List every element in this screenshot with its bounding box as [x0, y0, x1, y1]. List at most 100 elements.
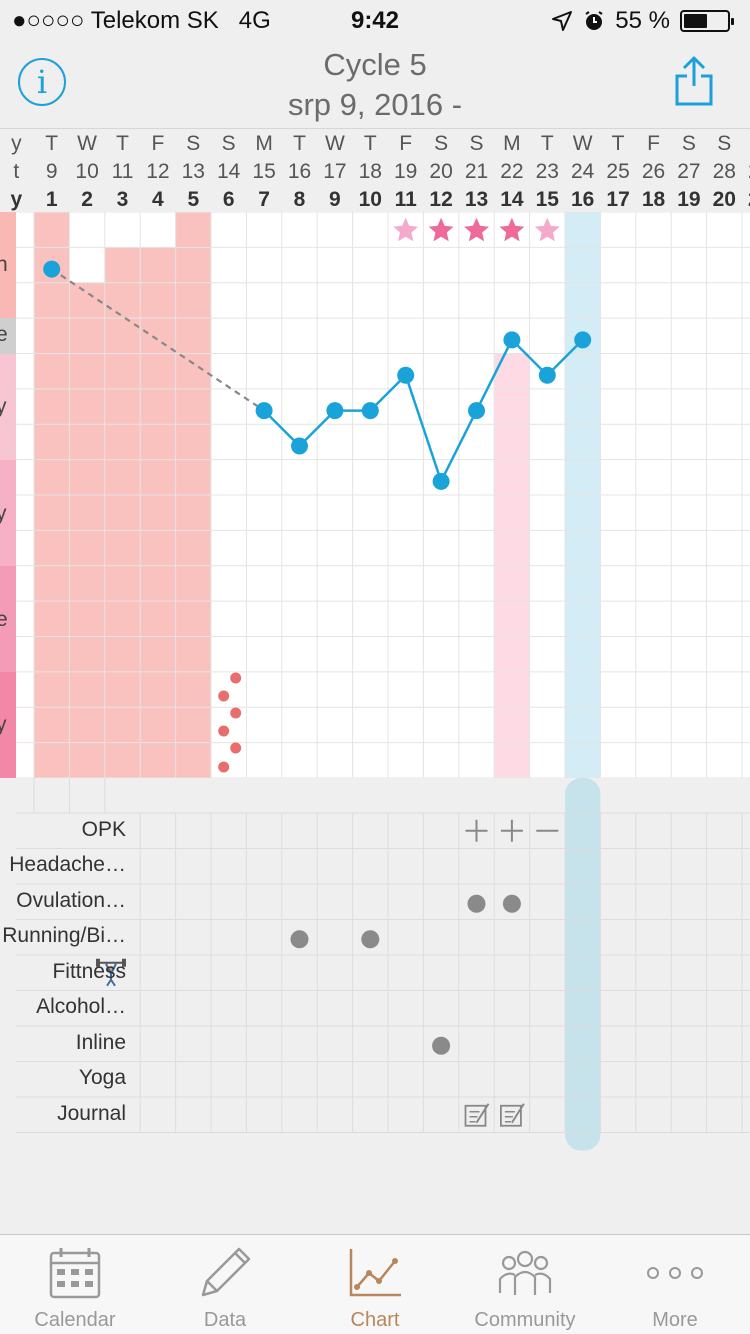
tab-label: More — [652, 1309, 698, 1331]
temperature-point — [291, 437, 308, 455]
header-cycle-days-cell: 9 — [329, 188, 341, 211]
header-weekdays-cell: W — [324, 132, 345, 155]
tag-row-label[interactable]: Yoga — [78, 1066, 126, 1090]
share-button[interactable] — [674, 56, 714, 106]
row-label: e — [0, 608, 8, 631]
chart-canvas — [0, 212, 750, 778]
header-cycle-days-cell: 8 — [293, 188, 306, 211]
fertile-star-icon — [428, 217, 454, 242]
header-cycle-days-cell: 7 — [258, 188, 270, 211]
battery-percent: 55 % — [615, 7, 670, 34]
chart-icon — [349, 1249, 401, 1297]
fertile-star-icon — [499, 217, 525, 242]
temperature-point — [538, 366, 556, 384]
battery-fill — [684, 14, 708, 28]
temperature-point — [432, 472, 450, 490]
header-weekdays-cell: T — [363, 132, 377, 155]
row-label: y — [0, 395, 7, 418]
tag-row-label[interactable]: Ovulation… — [16, 888, 126, 912]
tab-label: Community — [474, 1309, 576, 1331]
header-dates-cell: 26 — [641, 160, 666, 183]
body — [105, 963, 117, 987]
temperature-point — [468, 402, 485, 420]
header-weekdays-cell: T — [116, 132, 129, 155]
note-pen — [475, 1103, 490, 1124]
cycle-date-range: srp 9, 2016 - — [287, 87, 463, 122]
status-bar: ●○○○○ Telekom SK 4G 9:42 55 % — [0, 0, 750, 40]
row-label: n — [0, 253, 8, 276]
header-dates-cell: 20 — [429, 160, 453, 183]
spotting-dot — [230, 672, 242, 684]
row-label: e — [0, 323, 8, 346]
note-lines — [504, 1111, 515, 1123]
period-gap — [69, 212, 176, 248]
temperature-point — [574, 331, 592, 349]
header-dates-cell: 24 — [571, 160, 595, 183]
header-dates-cell: 9 — [45, 160, 58, 183]
header-dates-cell: 29 — [742, 160, 750, 184]
tag-row-label[interactable]: Fittness — [52, 959, 126, 983]
row-band — [0, 566, 16, 672]
tag-row-label[interactable]: Running/Bi… — [2, 924, 126, 948]
row-band — [0, 672, 16, 778]
header-weekdays-cell: S — [469, 132, 484, 155]
fertile-star-icon — [534, 217, 560, 242]
header-cycle-days-cell: 12 — [429, 188, 453, 211]
header-cycle-days-cell: 3 — [116, 188, 129, 211]
tag-row-label[interactable]: Journal — [57, 1101, 126, 1125]
header-cycle-days-cell: 15 — [535, 188, 559, 211]
note-lines — [469, 1111, 480, 1123]
tab-chart[interactable]: Chart — [300, 1235, 450, 1334]
header-dates-cell: 25 — [606, 160, 630, 183]
spotting-dot — [218, 725, 230, 737]
status-icons: 55 % — [551, 7, 734, 35]
tab-data[interactable]: Data — [150, 1235, 300, 1334]
header-dates-cell: 27 — [677, 160, 701, 183]
alarm-icon — [585, 11, 603, 30]
header-dates-cell: 12 — [146, 160, 170, 183]
header-weekdays-cell: T — [45, 132, 59, 155]
header-dates-cell: 17 — [323, 160, 347, 183]
header-cycle-days-cell: 20 — [712, 188, 736, 211]
header-dates-cell: 14 — [217, 160, 241, 183]
cycle-title: Cycle 5 — [323, 47, 427, 82]
header-weekdays-cell: W — [572, 132, 593, 155]
temperature-line — [263, 337, 584, 485]
tab-more[interactable]: More — [600, 1235, 750, 1334]
header-cycle-days-cell: 14 — [500, 188, 524, 211]
tag-dot — [361, 930, 380, 949]
tag-dot — [502, 894, 521, 913]
note-frame — [464, 1104, 487, 1127]
header-cycle-days-cell: 4 — [152, 188, 164, 211]
row-band — [0, 318, 16, 354]
header-cycle-days-cell: y — [10, 188, 23, 211]
cycle-chart[interactable]: n e y y e y — [0, 212, 750, 778]
header-cycle-days-cell: 21 — [742, 188, 750, 212]
carrier-label: ●○○○○ Telekom SK — [12, 7, 219, 34]
tag-row-label[interactable]: Headache… — [9, 853, 126, 877]
clock: 9:42 — [350, 7, 400, 34]
header-weekdays-cell: F — [647, 132, 660, 155]
tab-community[interactable]: Community — [450, 1235, 600, 1334]
row-label: y — [0, 713, 7, 736]
pencil-icon — [201, 1247, 251, 1297]
header-dates-cell: t — [13, 160, 20, 183]
temperature-point — [503, 331, 521, 349]
header-weekdays-cell: y — [11, 132, 22, 155]
info-button[interactable]: i — [18, 58, 66, 106]
header-dates-cell: 23 — [535, 160, 559, 183]
header-cycle-days-cell: 16 — [571, 188, 595, 211]
tag-dot — [290, 930, 309, 949]
tag-row-label[interactable]: Alcohol… — [36, 995, 126, 1019]
temperature-point — [397, 366, 415, 384]
tag-row-label[interactable]: OPK — [81, 817, 126, 841]
header-weekdays-cell: F — [151, 132, 165, 155]
spotting-dot — [218, 761, 230, 773]
row-band — [0, 460, 16, 566]
row-band — [0, 354, 16, 460]
period-gap — [69, 247, 105, 283]
tab-calendar[interactable]: Calendar — [0, 1235, 150, 1334]
carrier-info: ●○○○○ Telekom SK 4G — [12, 7, 271, 35]
network-label: 4G — [238, 7, 271, 34]
tag-row-label[interactable]: Inline — [75, 1030, 126, 1054]
